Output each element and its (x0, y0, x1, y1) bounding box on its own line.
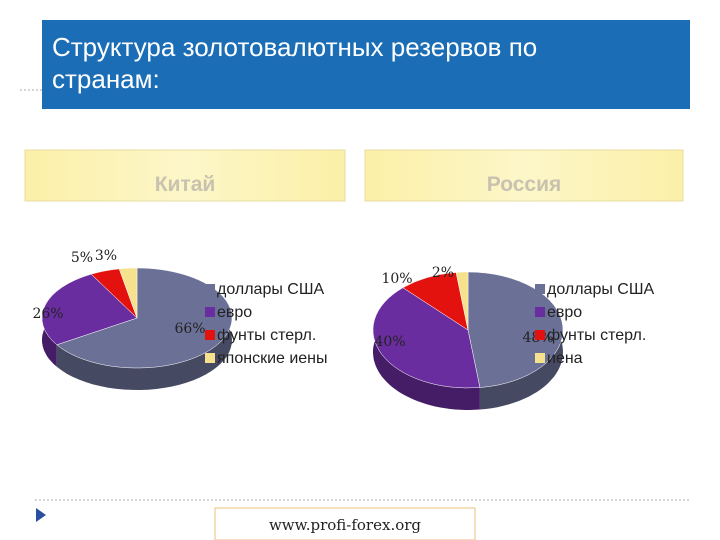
legend-label: фунты стерл. (547, 327, 646, 344)
data-label: 5% (71, 250, 93, 266)
chart-header-box (24, 149, 346, 202)
legend-swatch (535, 353, 545, 363)
slice (455, 271, 469, 331)
legend-swatch (535, 330, 545, 340)
chart-title: Россия (487, 173, 562, 196)
footer-box (214, 507, 476, 540)
legend-swatch (535, 284, 545, 294)
legend-swatch (535, 307, 545, 317)
legend-label: доллары США (547, 281, 655, 298)
legend-label: иена (547, 350, 583, 367)
legend-swatch (205, 307, 215, 317)
data-label: 40% (374, 334, 405, 350)
data-label: 10% (381, 271, 412, 287)
chart-header-box (364, 149, 684, 202)
legend-label: евро (547, 304, 582, 321)
data-label: 66% (174, 321, 205, 337)
slice (118, 267, 138, 319)
legend-label: фунты стерл. (217, 327, 316, 344)
legend-swatch (205, 353, 215, 363)
legend-label: евро (217, 304, 252, 321)
footer-text: www.profi-forex.org (269, 516, 421, 534)
data-label: 3% (95, 248, 117, 264)
slice-side (373, 287, 480, 410)
bullet-arrow (36, 508, 46, 522)
slice (41, 273, 138, 346)
chart-title: Китай (155, 173, 216, 196)
legend-swatch (205, 284, 215, 294)
slice (372, 287, 481, 389)
legend-label: японские иены (217, 350, 328, 367)
title-box (42, 20, 690, 109)
slide-title: Структура золотовалютных резервов по стра… (52, 32, 537, 94)
legend-label: доллары США (217, 281, 325, 298)
data-label: 2% (432, 265, 454, 281)
data-label: 26% (32, 306, 63, 322)
legend-swatch (205, 330, 215, 340)
slice (56, 267, 233, 369)
